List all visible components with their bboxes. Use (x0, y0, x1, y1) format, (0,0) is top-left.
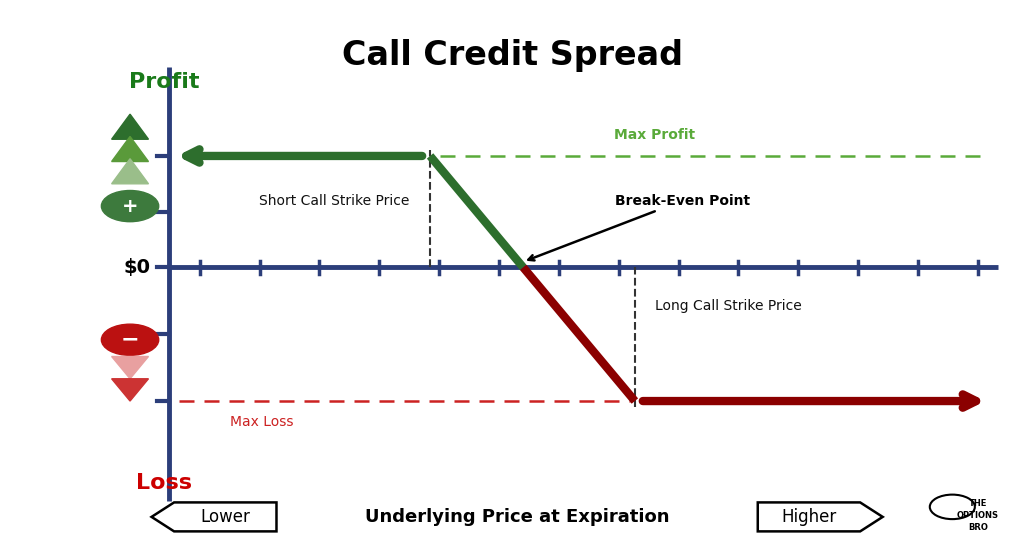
Text: THE
OPTIONS
BRO: THE OPTIONS BRO (956, 499, 999, 531)
Text: Higher: Higher (781, 508, 837, 526)
Text: Loss: Loss (136, 473, 191, 493)
Text: Lower: Lower (201, 508, 250, 526)
Text: Profit: Profit (129, 72, 199, 92)
Polygon shape (112, 114, 148, 139)
Circle shape (101, 190, 159, 222)
Polygon shape (112, 379, 148, 401)
Text: Call Credit Spread: Call Credit Spread (341, 39, 683, 72)
Polygon shape (112, 136, 148, 162)
Text: Max Loss: Max Loss (230, 415, 294, 429)
Text: +: + (122, 197, 138, 216)
Text: Max Profit: Max Profit (614, 128, 695, 142)
Text: −: − (121, 330, 139, 350)
Text: Short Call Strike Price: Short Call Strike Price (259, 193, 410, 208)
Text: Long Call Strike Price: Long Call Strike Price (655, 299, 802, 314)
Text: $0: $0 (124, 258, 151, 277)
Polygon shape (112, 356, 148, 379)
Polygon shape (112, 159, 148, 184)
Circle shape (101, 324, 159, 355)
Text: Underlying Price at Expiration: Underlying Price at Expiration (365, 508, 670, 526)
Text: Break-Even Point: Break-Even Point (528, 193, 751, 261)
